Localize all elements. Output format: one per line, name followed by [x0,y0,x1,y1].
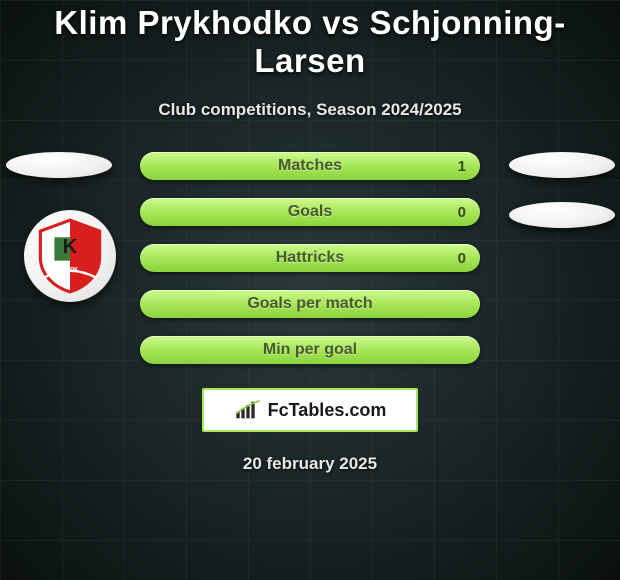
stat-label: Hattricks [276,249,344,267]
page-title: Klim Prykhodko vs Schjonning-Larsen [0,4,620,80]
stat-value: 0 [458,250,466,267]
stat-bars: Matches 1 Goals 0 Hattricks 0 Goals per … [0,152,620,364]
stat-bar-goals-per-match: Goals per match [140,290,480,318]
stat-bar-goals: Goals 0 [140,198,480,226]
footer-date: 20 february 2025 [0,454,620,474]
site-name: FcTables.com [268,400,387,421]
subtitle: Club competitions, Season 2024/2025 [0,100,620,120]
stat-label: Goals per match [247,295,372,313]
stat-label: Matches [278,157,342,175]
content-root: Klim Prykhodko vs Schjonning-Larsen Club… [0,0,620,474]
stat-value: 0 [458,204,466,221]
stat-label: Min per goal [263,341,357,359]
stat-bar-min-per-goal: Min per goal [140,336,480,364]
comparison-stage: K КЗРК Matches 1 Goals 0 Hattricks 0 Goa… [0,152,620,474]
site-badge[interactable]: FcTables.com [202,388,418,432]
stat-bar-hattricks: Hattricks 0 [140,244,480,272]
stat-bar-matches: Matches 1 [140,152,480,180]
chart-icon [234,400,262,420]
stat-label: Goals [288,203,332,221]
stat-value: 1 [458,158,466,175]
